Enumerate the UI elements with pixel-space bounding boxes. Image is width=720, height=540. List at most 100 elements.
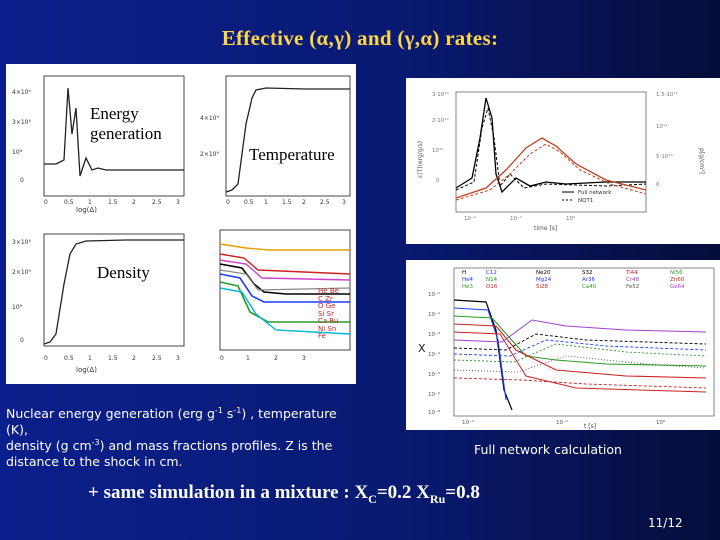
- svg-text:0.5: 0.5: [244, 199, 254, 206]
- svg-text:2: 2: [132, 199, 136, 206]
- svg-text:2×10⁹: 2×10⁹: [12, 269, 31, 276]
- top-right-y2-label: ρ[g/cm³]: [698, 148, 705, 174]
- svg-text:3×10⁹: 3×10⁹: [12, 119, 31, 126]
- svg-text:Fe52: Fe52: [626, 284, 639, 290]
- svg-text:Ca40: Ca40: [582, 284, 597, 290]
- density-label: Density: [94, 262, 153, 284]
- svg-text:2: 2: [132, 355, 136, 362]
- svg-text:Ar36: Ar36: [582, 277, 596, 283]
- top-right-plot: 3·10¹⁰ 2·10¹⁰ 10¹⁰ 0 1.5·10¹¹ 10¹¹ 5·10¹⁰ 0 …: [406, 78, 720, 244]
- svg-text:2×10⁹: 2×10⁹: [200, 151, 219, 158]
- left-figure-panel: 4×10⁹ 3×10⁹ 10⁹ 0 4×10⁹ 2×10⁹ 3×10⁹ 2×10…: [6, 64, 356, 384]
- svg-text:3: 3: [342, 199, 346, 206]
- svg-text:He4: He4: [462, 277, 474, 283]
- svg-text:10⁰: 10⁰: [656, 419, 666, 426]
- svg-text:10⁻¹: 10⁻¹: [510, 215, 522, 222]
- svg-text:10⁹: 10⁹: [12, 149, 23, 156]
- legend-ni-sn: Ni Sn: [318, 324, 337, 333]
- svg-text:0: 0: [20, 177, 24, 184]
- svg-text:1.5·10¹¹: 1.5·10¹¹: [656, 91, 678, 98]
- svg-text:2.5: 2.5: [320, 199, 330, 206]
- density-subplot: 3×10⁹ 2×10⁹ 10⁹ 0: [12, 233, 185, 347]
- right-caption: Full network calculation: [474, 442, 622, 457]
- svg-text:0: 0: [220, 355, 224, 362]
- svg-text:10⁻⁶: 10⁻⁶: [428, 391, 441, 398]
- svg-text:10⁹: 10⁹: [12, 304, 23, 311]
- svg-text:C12: C12: [486, 270, 497, 276]
- svg-text:3: 3: [176, 355, 180, 362]
- svg-text:1: 1: [88, 355, 92, 362]
- svg-text:3: 3: [302, 355, 306, 362]
- energy-generation-label: Energy generation: [90, 104, 162, 143]
- x-ticks-bottom: 0 0.5 1 1.5 2 2.5 3 0 1 2 3: [44, 355, 306, 362]
- svg-text:1.5: 1.5: [108, 199, 118, 206]
- legend-nqt1: NQT1: [578, 198, 593, 204]
- mass-fraction-subplot: [219, 229, 351, 351]
- svg-text:0: 0: [20, 337, 24, 344]
- svg-text:0: 0: [656, 182, 660, 188]
- svg-text:10⁻⁵: 10⁻⁵: [428, 371, 440, 378]
- svg-text:2: 2: [302, 199, 306, 206]
- svg-text:He3: He3: [462, 284, 474, 290]
- temperature-label: Temperature: [246, 144, 338, 166]
- svg-text:3×10⁹: 3×10⁹: [12, 239, 31, 246]
- bottom-right-legend: H C12 He4 N14 He3 O16 Ne20 Mg24 Si28 S32…: [462, 270, 685, 290]
- svg-text:10⁻⁸: 10⁻⁸: [428, 409, 441, 416]
- svg-text:Ni56: Ni56: [670, 270, 683, 276]
- svg-text:Ti44: Ti44: [625, 270, 638, 276]
- mass-fraction-legend: He Be C Zr O Ge Si Sr Ca Ru Ni Sn Fe: [318, 287, 339, 341]
- svg-text:10¹¹: 10¹¹: [656, 123, 667, 130]
- mixture-statement: + same simulation in a mixture : XC=0.2 …: [88, 482, 480, 506]
- x-axis-label-bottom: log(Δ): [76, 366, 97, 374]
- svg-text:3·10¹⁰: 3·10¹⁰: [432, 91, 449, 98]
- left-figure-svg: 4×10⁹ 3×10⁹ 10⁹ 0 4×10⁹ 2×10⁹ 3×10⁹ 2×10…: [12, 75, 351, 374]
- svg-text:Ge64: Ge64: [670, 284, 685, 290]
- svg-text:1.5: 1.5: [108, 355, 118, 362]
- legend-ca-ru: Ca Ru: [318, 317, 339, 325]
- svg-text:10⁻³: 10⁻³: [428, 331, 440, 338]
- svg-text:2.5: 2.5: [152, 199, 162, 206]
- legend-he-be: He Be: [318, 287, 339, 295]
- legend-si-sr: Si Sr: [318, 309, 334, 318]
- svg-text:Si28: Si28: [536, 284, 549, 290]
- svg-text:Mg24: Mg24: [536, 277, 552, 283]
- svg-text:Zn60: Zn60: [670, 277, 685, 283]
- svg-text:2·10¹⁰: 2·10¹⁰: [432, 117, 449, 124]
- svg-text:2.5: 2.5: [152, 355, 162, 362]
- svg-text:1: 1: [246, 355, 250, 362]
- legend-c-zr: C Zr: [318, 294, 333, 303]
- legend-fe: Fe: [318, 332, 326, 340]
- svg-text:10⁻⁴: 10⁻⁴: [428, 351, 441, 358]
- svg-text:10⁻¹: 10⁻¹: [428, 291, 440, 298]
- svg-text:0: 0: [226, 199, 230, 206]
- svg-text:S32: S32: [582, 270, 593, 276]
- svg-text:10⁻²: 10⁻²: [464, 215, 476, 222]
- svg-text:10⁻¹: 10⁻¹: [556, 419, 568, 426]
- x-axis-label-top: log(Δ): [76, 206, 97, 214]
- slide-title: Effective (α,γ) and (γ,α) rates:: [221, 26, 499, 50]
- svg-text:1: 1: [88, 199, 92, 206]
- svg-text:0: 0: [44, 355, 48, 362]
- left-caption: Nuclear energy generation (erg g-1 s-1) …: [6, 405, 337, 469]
- bottom-right-x-label: t [s]: [584, 423, 596, 430]
- svg-text:O16: O16: [486, 284, 498, 290]
- svg-text:H: H: [462, 270, 466, 276]
- svg-text:10⁻²: 10⁻²: [428, 311, 440, 318]
- page-number: 11/12: [648, 516, 683, 530]
- svg-text:10¹⁰: 10¹⁰: [432, 147, 444, 154]
- svg-text:1.5: 1.5: [282, 199, 292, 206]
- temperature-subplot: 4×10⁹ 2×10⁹: [200, 75, 351, 197]
- svg-text:0.5: 0.5: [64, 199, 74, 206]
- legend-full-network: Full network: [578, 190, 612, 196]
- svg-text:4×10⁹: 4×10⁹: [12, 89, 31, 96]
- svg-text:1: 1: [264, 199, 268, 206]
- svg-text:Cr48: Cr48: [626, 277, 640, 283]
- svg-text:0: 0: [44, 199, 48, 206]
- bottom-right-plot: 10⁻¹ 10⁻² 10⁻³ 10⁻⁴ 10⁻⁵ 10⁻⁶ 10⁻⁸ 10⁻² 10⁻¹ 1…: [406, 260, 720, 430]
- svg-text:0: 0: [436, 178, 440, 184]
- bottom-right-plot-svg: 10⁻¹ 10⁻² 10⁻³ 10⁻⁴ 10⁻⁵ 10⁻⁶ 10⁻⁸ 10⁻² 10⁻¹ 1…: [418, 267, 715, 430]
- svg-text:10⁰: 10⁰: [566, 215, 576, 222]
- bottom-right-y-label: X: [418, 342, 426, 355]
- top-right-x-label: time [s]: [534, 225, 557, 232]
